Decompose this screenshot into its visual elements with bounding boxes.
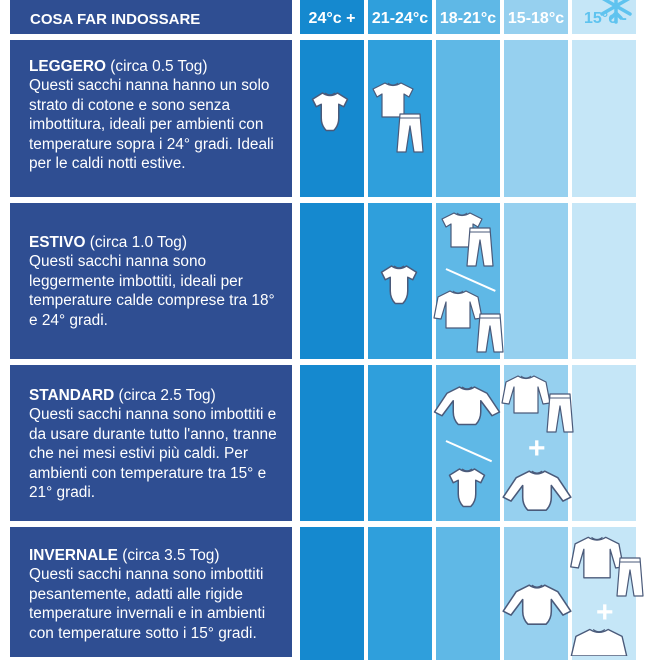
header-title: COSA FAR INDOSSARE	[10, 0, 292, 34]
bodysuit-long-sleeve-icon	[433, 386, 501, 426]
row-description: Questi sacchi nanna sono leggermente imb…	[29, 253, 275, 329]
header-col-21-24: 21-24°c	[368, 0, 432, 34]
header-col-24-plus: 24°c +	[300, 0, 364, 34]
bodysuit-short-sleeve-icon	[448, 468, 486, 508]
pants-icon	[466, 227, 494, 267]
row-leggero: LEGGERO (circa 0.5 Tog) Questi sacchi na…	[10, 40, 292, 197]
row-separator	[0, 197, 650, 203]
snowflake-icon	[600, 0, 632, 24]
pants-icon	[616, 557, 644, 597]
row-name: LEGGERO	[29, 58, 106, 75]
column-band-24-plus	[300, 40, 364, 660]
row-tog: (circa 1.0 Tog)	[89, 234, 187, 251]
plus-sign: +	[596, 596, 614, 629]
bodysuit-short-sleeve-icon	[311, 92, 349, 132]
row-tog: (circa 2.5 Tog)	[118, 387, 216, 404]
bodysuit-short-sleeve-icon	[380, 265, 418, 305]
bodysuit-long-sleeve-icon	[502, 584, 572, 625]
row-standard: STANDARD (circa 2.5 Tog) Questi sacchi n…	[10, 365, 292, 521]
row-tog: (circa 3.5 Tog)	[122, 547, 220, 564]
row-separator	[0, 521, 650, 527]
row-description: Questi sacchi nanna sono imbottiti pesan…	[29, 566, 266, 642]
pants-icon	[396, 113, 424, 153]
long-sleeve-top-icon	[570, 536, 624, 579]
row-invernale: INVERNALE (circa 3.5 Tog) Questi sacchi …	[10, 527, 292, 657]
row-description: Questi sacchi nanna sono imbottiti e da …	[29, 406, 277, 502]
column-band-18-21	[436, 40, 500, 660]
long-sleeve-top-icon	[501, 375, 551, 414]
long-sleeve-top-icon	[570, 628, 628, 656]
row-estivo: ESTIVO (circa 1.0 Tog) Questi sacchi nan…	[10, 203, 292, 359]
row-description: Questi sacchi nanna hanno un solo strato…	[29, 77, 274, 173]
plus-sign: +	[528, 432, 546, 465]
pants-icon	[546, 393, 574, 433]
header-col-18-21: 18-21°c	[436, 0, 500, 34]
row-separator	[0, 359, 650, 365]
pants-icon	[476, 313, 504, 353]
column-band-15-18	[504, 40, 568, 660]
row-name: INVERNALE	[29, 547, 118, 564]
header-col-15-18: 15-18°c	[504, 0, 568, 34]
long-sleeve-top-icon	[433, 290, 483, 329]
row-name: STANDARD	[29, 387, 115, 404]
row-tog: (circa 0.5 Tog)	[110, 58, 208, 75]
tshirt-icon	[372, 82, 414, 118]
bodysuit-long-sleeve-icon	[502, 470, 572, 511]
row-name: ESTIVO	[29, 234, 86, 251]
